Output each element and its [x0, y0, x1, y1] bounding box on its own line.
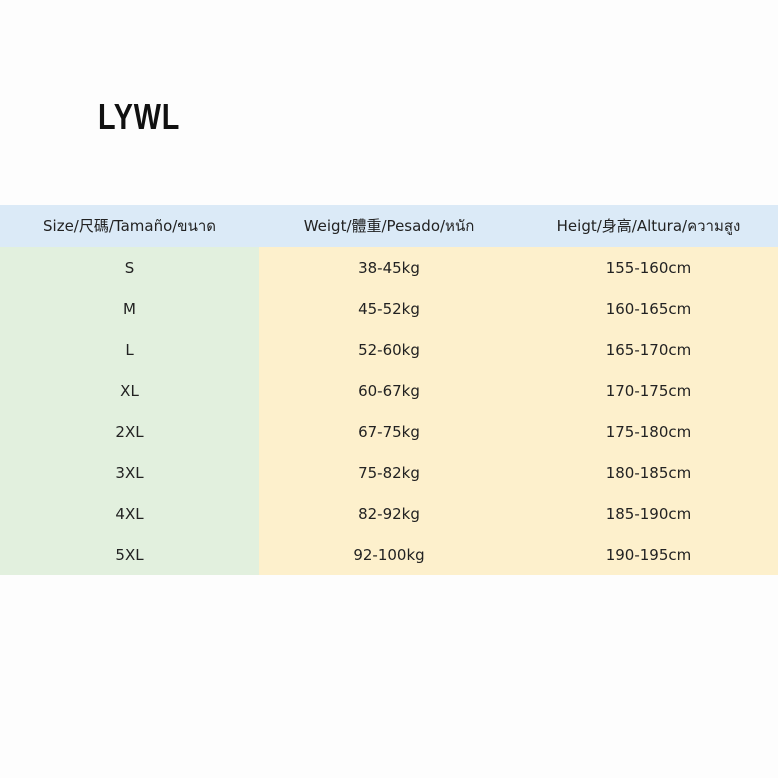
- table-row: L 52-60kg 165-170cm: [0, 329, 778, 370]
- brand-logo: LYWL: [98, 96, 181, 137]
- table-row: 3XL 75-82kg 180-185cm: [0, 452, 778, 493]
- table-cell: 82-92kg: [259, 493, 519, 534]
- table-cell: 2XL: [0, 411, 259, 452]
- table-cell: 4XL: [0, 493, 259, 534]
- table-cell: 5XL: [0, 534, 259, 575]
- table-cell: 45-52kg: [259, 288, 519, 329]
- table-row: S 38-45kg 155-160cm: [0, 247, 778, 288]
- table-cell: 60-67kg: [259, 370, 519, 411]
- header-cell: Heigt/身高/Altura/ความสูง: [519, 205, 778, 247]
- header-cell: Size/尺碼/Tamaño/ขนาด: [0, 205, 259, 247]
- table-cell: 160-165cm: [519, 288, 778, 329]
- table-cell: 3XL: [0, 452, 259, 493]
- table-cell: 38-45kg: [259, 247, 519, 288]
- table-cell: 175-180cm: [519, 411, 778, 452]
- table-cell: M: [0, 288, 259, 329]
- table-cell: 170-175cm: [519, 370, 778, 411]
- header-cell: Weigt/體重/Pesado/หนัก: [259, 205, 519, 247]
- table-row: 2XL 67-75kg 175-180cm: [0, 411, 778, 452]
- table-row: XL 60-67kg 170-175cm: [0, 370, 778, 411]
- size-table: Size/尺碼/Tamaño/ขนาด Weigt/體重/Pesado/หนัก H…: [0, 205, 778, 575]
- table-cell: 52-60kg: [259, 329, 519, 370]
- table-cell: 75-82kg: [259, 452, 519, 493]
- table-cell: 92-100kg: [259, 534, 519, 575]
- table-cell: L: [0, 329, 259, 370]
- table-cell: 190-195cm: [519, 534, 778, 575]
- table-row: M 45-52kg 160-165cm: [0, 288, 778, 329]
- table-row: 4XL 82-92kg 185-190cm: [0, 493, 778, 534]
- table-cell: 185-190cm: [519, 493, 778, 534]
- table-cell: 67-75kg: [259, 411, 519, 452]
- header-row: Size/尺碼/Tamaño/ขนาด Weigt/體重/Pesado/หนัก H…: [0, 205, 778, 247]
- table-cell: S: [0, 247, 259, 288]
- table-cell: 165-170cm: [519, 329, 778, 370]
- table-cell: 155-160cm: [519, 247, 778, 288]
- table-row: 5XL 92-100kg 190-195cm: [0, 534, 778, 575]
- table-cell: XL: [0, 370, 259, 411]
- table-cell: 180-185cm: [519, 452, 778, 493]
